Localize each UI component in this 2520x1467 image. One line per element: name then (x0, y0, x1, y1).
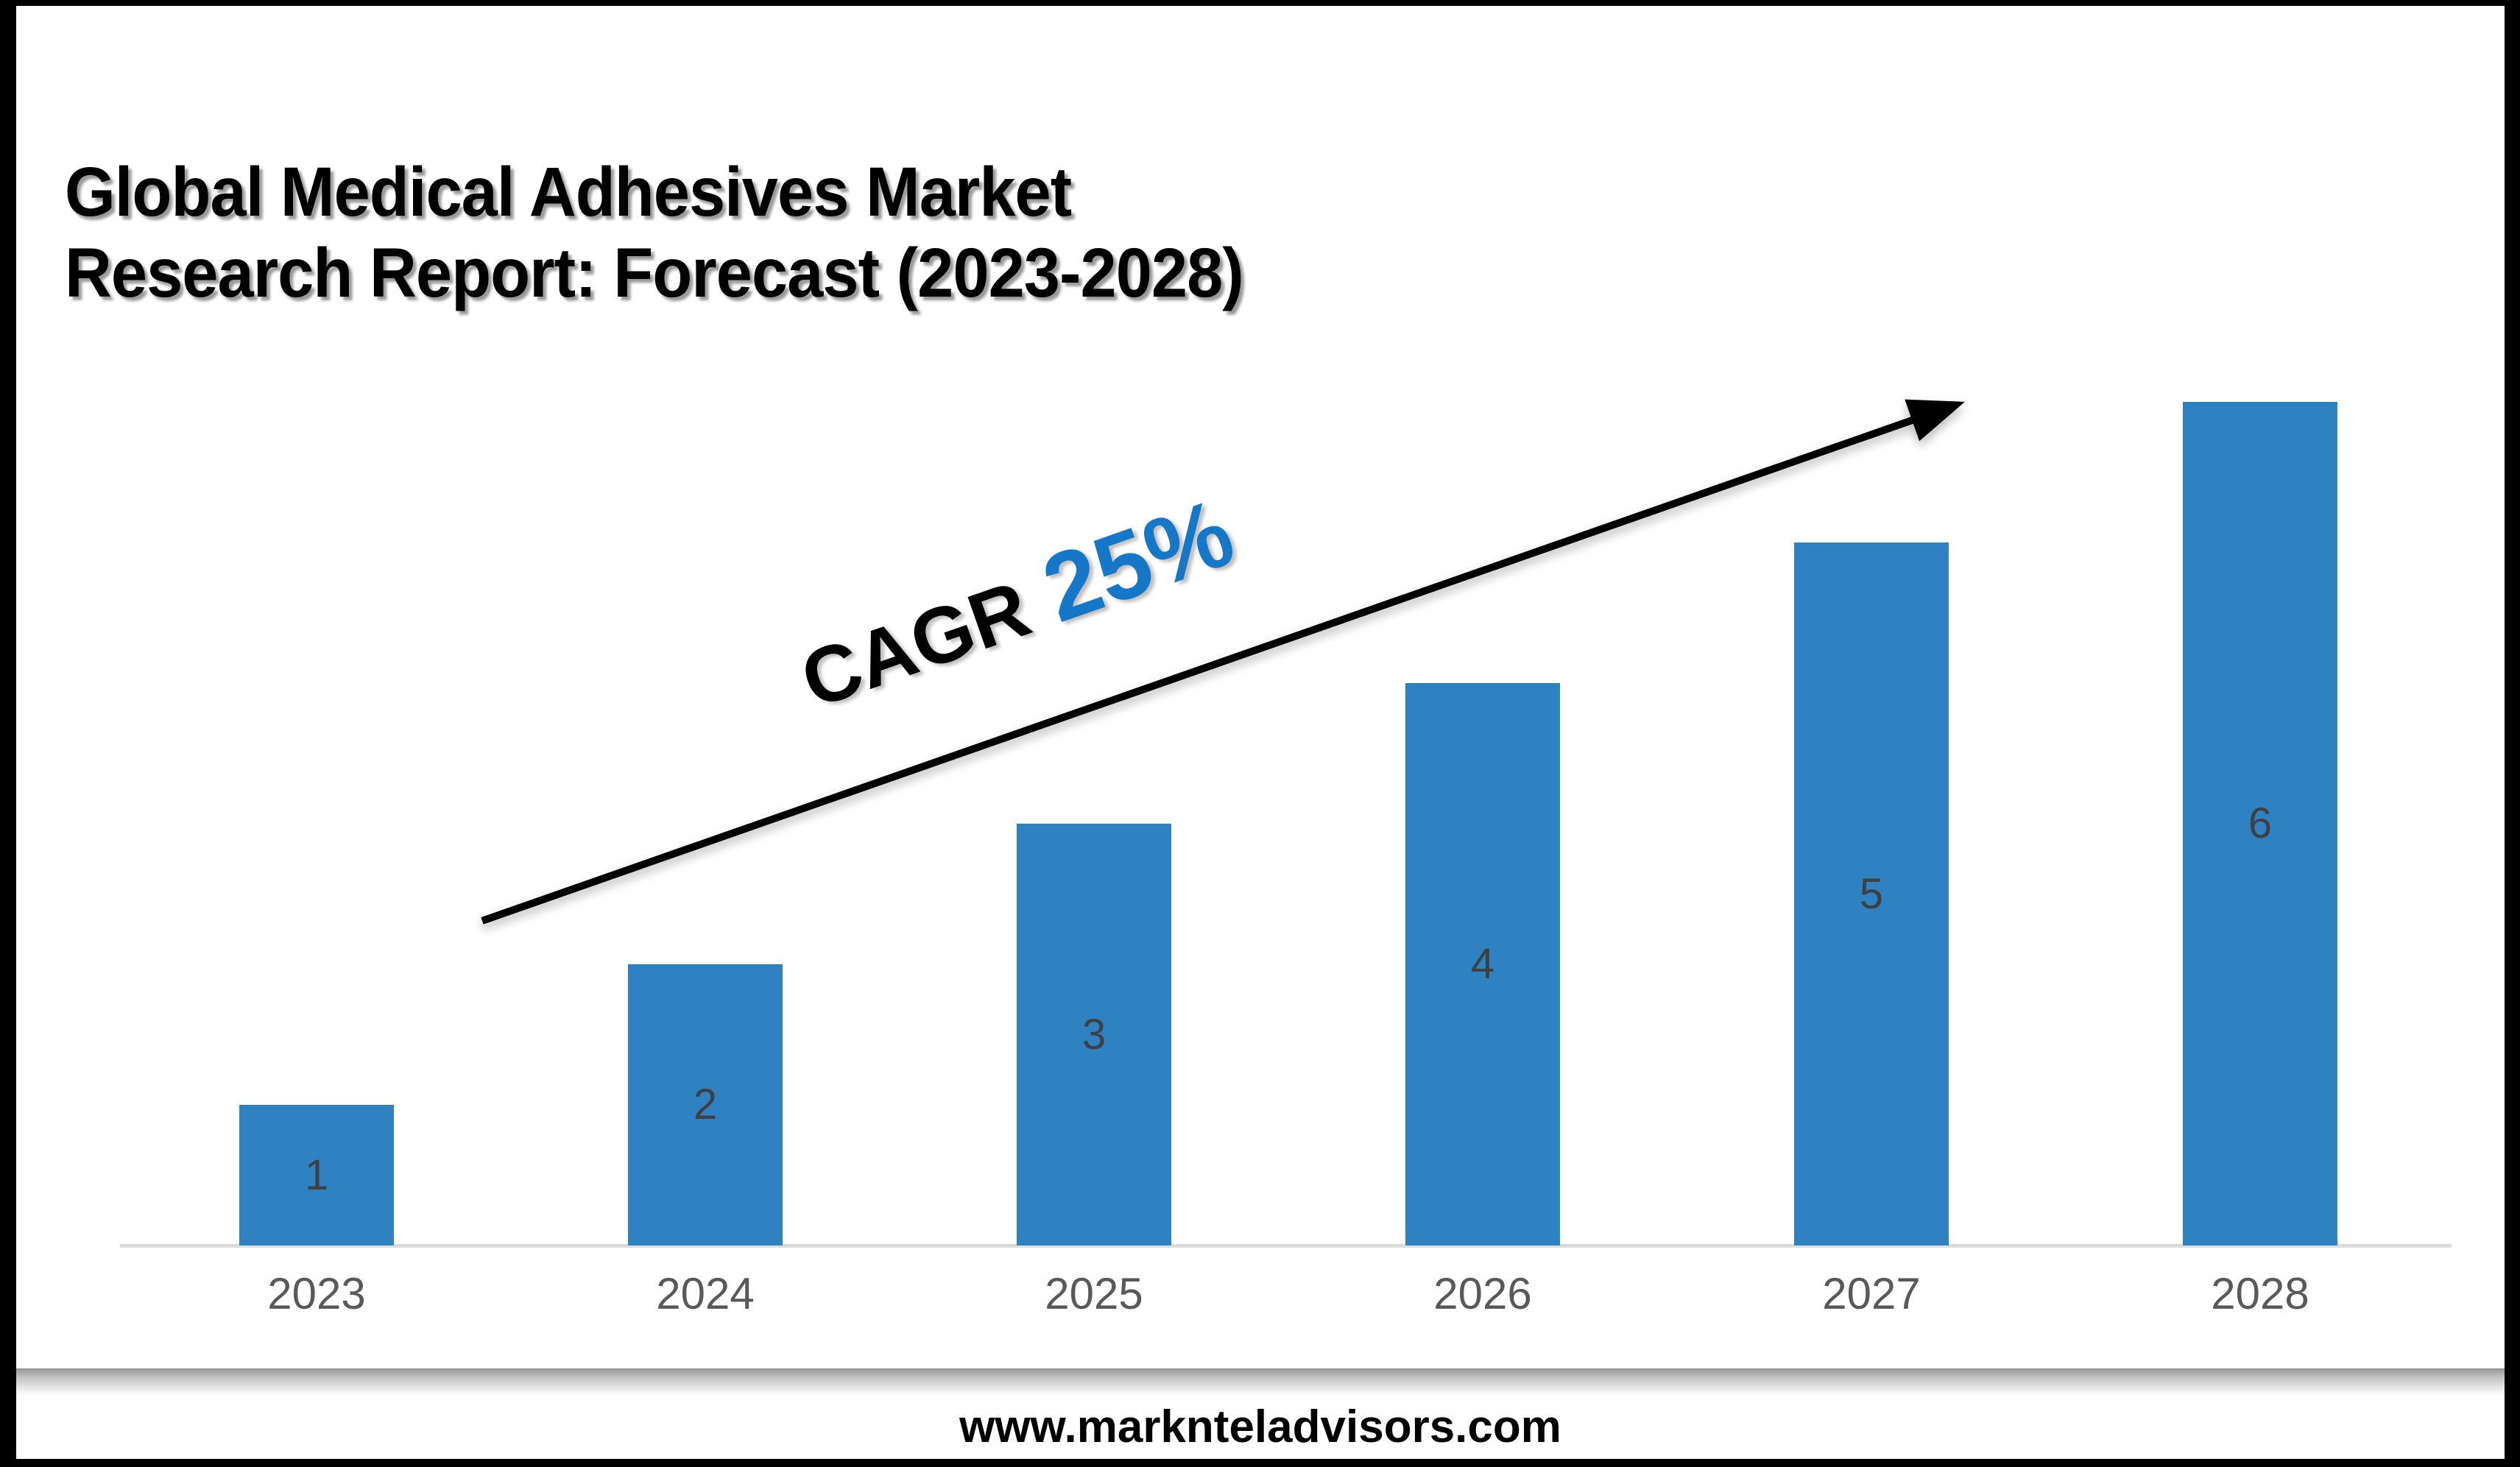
bar-2026 (1405, 683, 1560, 1245)
chart-title: Global Medical Adhesives Market Research… (65, 152, 1244, 314)
x-axis-tick-label: 2025 (1045, 1269, 1143, 1318)
growth-arrow-line (481, 399, 1965, 925)
chart-title-line1: Global Medical Adhesives Market (65, 153, 1072, 231)
bar-2028 (2183, 402, 2337, 1245)
bar-value-label: 4 (1470, 940, 1495, 988)
bar-value-label: 5 (1859, 869, 1884, 918)
bar-2027 (1794, 542, 1949, 1245)
bar-value-label: 6 (2248, 799, 2273, 847)
x-axis-tick-label: 2028 (2211, 1269, 2309, 1318)
x-axis-tick-label: 2026 (1433, 1269, 1532, 1318)
x-axis-tick-label: 2027 (1822, 1269, 1921, 1318)
bar-2023 (239, 1105, 394, 1245)
bar-value-label: 1 (304, 1150, 329, 1199)
footer: www.marknteladvisors.com (16, 1395, 2505, 1459)
chart-title-line2: Research Report: Forecast (2023-2028) (65, 234, 1244, 312)
bar-value-label: 3 (1081, 1010, 1107, 1058)
bar-2025 (1017, 824, 1171, 1245)
x-axis-tick-label: 2024 (656, 1269, 755, 1318)
panel-shadow (16, 1368, 2505, 1395)
x-axis-line (120, 1244, 2452, 1248)
x-axis-tick-label: 2023 (267, 1269, 366, 1318)
bar-value-label: 2 (693, 1081, 718, 1128)
bar-2024 (628, 964, 783, 1245)
footer-url: www.marknteladvisors.com (959, 1401, 1561, 1452)
